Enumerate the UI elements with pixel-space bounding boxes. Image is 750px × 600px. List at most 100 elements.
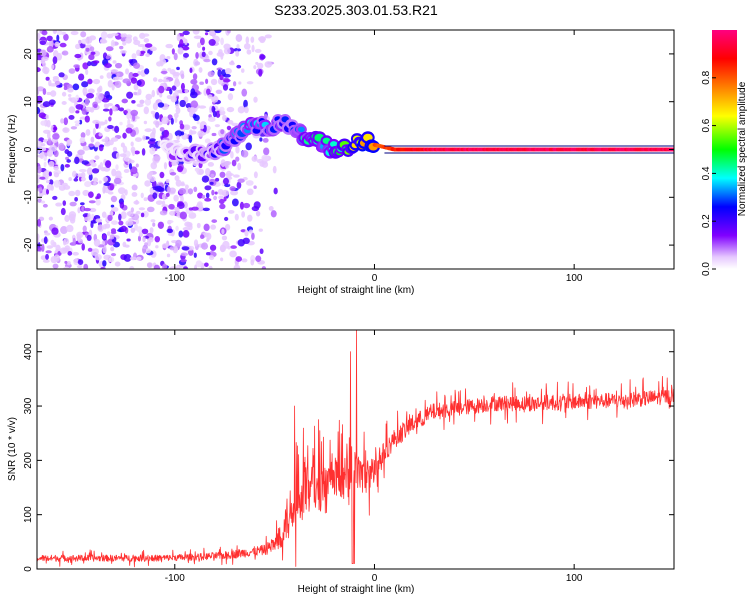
spectrogram-noise-blob bbox=[104, 119, 108, 125]
spectrogram-noise-blob bbox=[180, 82, 185, 91]
spectrogram-noise-blob bbox=[68, 68, 76, 74]
spectrogram-noise-blob bbox=[46, 91, 52, 96]
spectrogram-noise-blob bbox=[41, 143, 46, 147]
spectrogram-noise-blob bbox=[84, 115, 90, 123]
spectrogram-noise-blob bbox=[80, 176, 86, 182]
spectrogram-noise-blob bbox=[202, 232, 209, 238]
snr-y-axis-label: SNR (10 * v/v) bbox=[7, 417, 18, 481]
spectrogram-noise-blob bbox=[176, 135, 181, 141]
snr-y-ticks: 0 100 200 300 400 bbox=[23, 343, 674, 572]
spectrogram-noise-blob bbox=[204, 262, 209, 267]
spectrogram-noise-blob bbox=[197, 201, 203, 207]
spectrogram-noise-blob bbox=[208, 50, 213, 56]
spectrogram-noise-blob bbox=[231, 122, 239, 127]
spectrogram-noise-blob bbox=[243, 99, 248, 108]
spectrogram-noise-blob bbox=[79, 119, 83, 125]
spectrogram-noise-blob bbox=[259, 54, 266, 60]
spectrogram-noise-blob bbox=[251, 155, 258, 162]
spectrogram-noise-blob bbox=[250, 36, 255, 43]
spectrogram-noise-blob bbox=[93, 103, 98, 109]
spectrogram-noise-blob bbox=[117, 187, 126, 195]
spectrogram-noise-blob bbox=[246, 81, 254, 85]
spectrogram-noise-blob bbox=[130, 166, 138, 175]
spectrogram-noise-blob bbox=[169, 171, 177, 176]
spectrogram-noise-blob bbox=[136, 80, 142, 86]
spectrogram-noise-blob bbox=[204, 197, 212, 202]
spectrogram-noise-blob bbox=[99, 75, 104, 79]
spectrogram-noise-blob bbox=[88, 143, 95, 148]
spectrogram-noise-blob bbox=[189, 91, 198, 99]
spectrogram-noise-blob bbox=[52, 133, 60, 140]
spectrogram-noise-blob bbox=[48, 179, 54, 186]
spectrogram-noise-blob bbox=[112, 60, 117, 64]
spectrogram-noise-blob bbox=[198, 67, 203, 73]
spectrogram-noise-blob bbox=[75, 43, 81, 50]
spectrogram-noise-blob bbox=[58, 72, 65, 78]
spectrogram-noise-blob bbox=[60, 118, 65, 124]
spectrogram-x-tick-label: -100 bbox=[165, 273, 185, 284]
spectrogram-y-tick-label: -10 bbox=[23, 190, 34, 205]
spectrogram-noise-blob bbox=[230, 151, 234, 159]
spectrogram-noise-blob bbox=[136, 49, 141, 57]
spectrogram-noise-blob bbox=[48, 216, 54, 221]
spectrogram-noise-blob bbox=[176, 66, 180, 71]
spectrogram-noise-blob bbox=[207, 94, 213, 99]
spectrogram-noise-blob bbox=[131, 213, 140, 221]
spectrogram-noise-blob bbox=[211, 132, 217, 137]
spectrogram-noise-blob bbox=[188, 207, 194, 211]
spectrogram-noise-blob bbox=[222, 73, 231, 78]
snr-x-axis-label: Height of straight line (km) bbox=[298, 584, 415, 595]
spectrogram-noise-blob bbox=[101, 98, 110, 103]
spectrogram-noise-blob bbox=[115, 62, 123, 69]
spectrogram-noise-blob bbox=[224, 68, 232, 75]
spectrogram-noise-blob bbox=[224, 223, 231, 231]
spectrogram-noise-blob bbox=[63, 117, 69, 126]
spectrogram-noise-blob bbox=[268, 206, 274, 211]
spectrogram-noise-blob bbox=[97, 164, 102, 171]
spectrogram-noise-blob bbox=[64, 149, 70, 155]
spectrogram-noise-blob bbox=[87, 78, 93, 85]
spectrogram-noise-blob bbox=[51, 227, 59, 235]
spectrogram-noise-blob bbox=[137, 235, 142, 242]
spectrogram-noise-blob bbox=[58, 185, 66, 191]
spectrogram-noise-blob bbox=[61, 182, 68, 187]
spectrogram-noise-blob bbox=[144, 43, 153, 48]
spectrogram-noise-blob bbox=[237, 162, 242, 171]
spectrogram-noise-blob bbox=[75, 189, 81, 197]
spectrogram-noise-blob bbox=[153, 154, 161, 162]
spectrogram-noise-blob bbox=[81, 108, 87, 115]
spectrogram-noise-blob bbox=[154, 111, 160, 120]
spectrogram-noise-blob bbox=[37, 236, 40, 244]
snr-y-tick-label: 0 bbox=[23, 566, 34, 572]
spectrogram-noise-blob bbox=[139, 50, 146, 54]
spectrogram-noise-blob bbox=[103, 103, 108, 107]
spectrogram-noise-blob bbox=[230, 245, 237, 249]
spectrogram-noise-blob bbox=[258, 69, 263, 77]
spectrogram-noise-blob bbox=[165, 43, 174, 49]
spectrogram-noise-blob bbox=[85, 47, 90, 52]
spectrogram-noise-blob bbox=[233, 174, 240, 178]
spectrogram-noise-blob bbox=[126, 123, 134, 129]
spectrogram-noise-blob bbox=[211, 95, 219, 103]
spectrogram-noise-blob bbox=[229, 62, 235, 66]
spectrogram-noise-blob bbox=[159, 171, 165, 179]
spectrogram-noise-blob bbox=[80, 132, 86, 139]
spectrogram-noise-blob bbox=[92, 127, 96, 136]
snr-x-ticks: -100 0 100 bbox=[165, 330, 583, 584]
spectrogram-y-tick-label: 0 bbox=[23, 146, 34, 152]
spectrogram-noise-blob bbox=[43, 161, 47, 168]
spectrogram-noise-blob bbox=[104, 160, 112, 168]
spectrogram-noise-blob bbox=[99, 39, 108, 44]
spectrogram-noise-blob bbox=[72, 83, 80, 91]
spectrogram-noise-blob bbox=[76, 264, 83, 269]
spectrogram-noise-blob bbox=[270, 210, 277, 218]
spectrogram-noise-blob bbox=[118, 76, 123, 80]
colorbar-ticks: 0.0 0.2 0.4 0.6 0.8 bbox=[701, 70, 716, 276]
spectrogram-noise-blob bbox=[56, 34, 60, 42]
spectrogram-noise-blob bbox=[221, 235, 228, 241]
spectrogram-noise-blob bbox=[172, 92, 177, 99]
spectrogram-noise-blob bbox=[107, 80, 113, 88]
spectrogram-noise-blob bbox=[171, 48, 175, 55]
spectrogram-noise-blob bbox=[144, 180, 151, 187]
spectrogram-noise-blob bbox=[152, 192, 158, 199]
